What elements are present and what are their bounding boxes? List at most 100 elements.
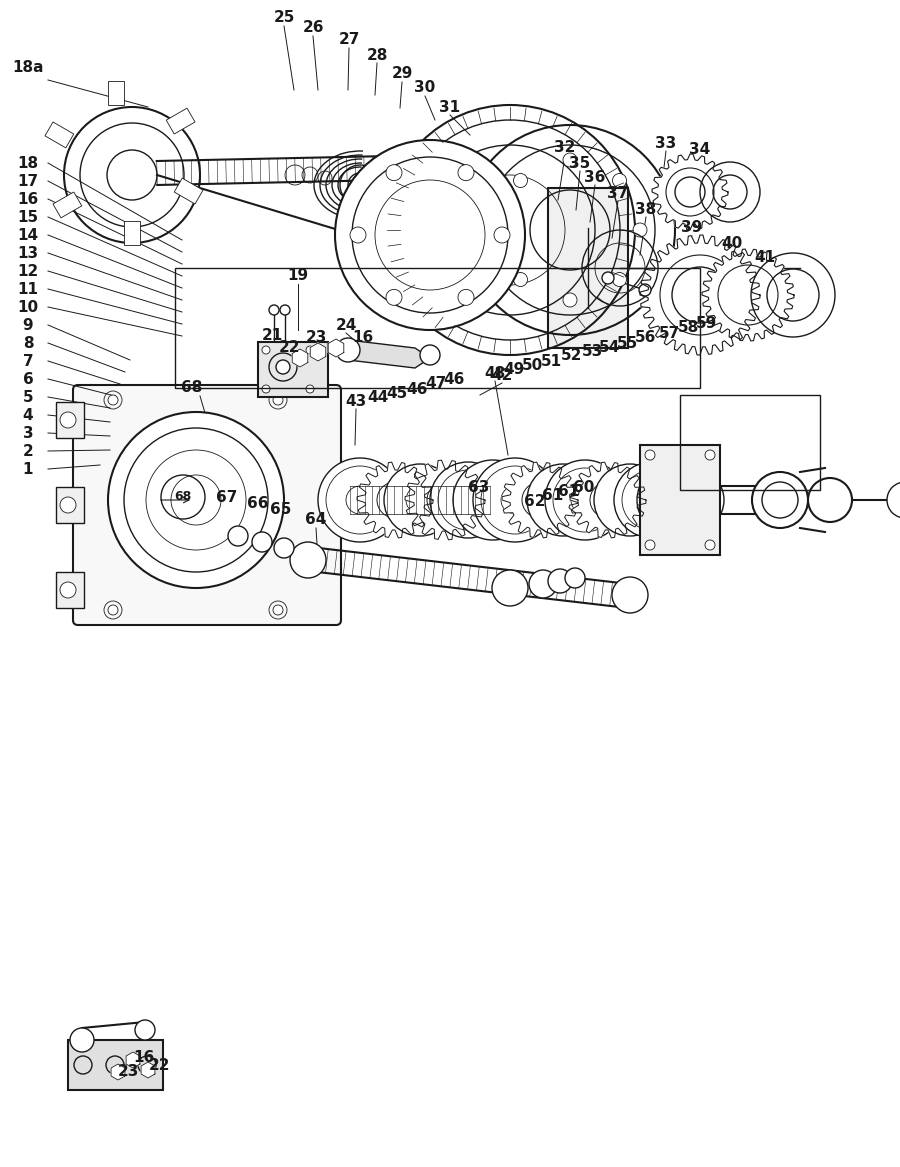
Text: 44: 44 [367,390,389,405]
Polygon shape [640,235,760,355]
Text: 36: 36 [584,169,606,184]
Circle shape [60,582,76,598]
Circle shape [458,165,474,181]
Text: 40: 40 [722,237,742,252]
Text: 19: 19 [287,268,309,284]
Text: 16: 16 [353,329,374,344]
Circle shape [430,462,506,538]
Circle shape [594,464,666,536]
Bar [68,1040,163,1090]
Bar [175,179,203,204]
Text: 22: 22 [278,340,300,355]
Polygon shape [405,460,485,540]
Circle shape [458,289,474,306]
Text: 24: 24 [336,317,356,333]
Circle shape [612,576,648,613]
Text: 61: 61 [558,483,580,498]
Bar [166,109,195,134]
FancyBboxPatch shape [73,385,341,626]
Circle shape [280,305,290,315]
Circle shape [273,605,283,615]
Bar [56,572,84,608]
Circle shape [306,385,314,393]
Circle shape [386,289,402,306]
Circle shape [645,540,655,550]
Text: 38: 38 [635,202,657,217]
Bar [108,81,124,105]
Bar [56,487,84,523]
Text: 61: 61 [543,488,563,503]
Bar [56,401,84,438]
Text: 57: 57 [659,326,680,341]
Circle shape [384,464,456,536]
Circle shape [306,345,314,354]
Text: 47: 47 [426,377,446,391]
Circle shape [335,140,525,330]
Circle shape [660,468,724,532]
Circle shape [545,460,625,540]
Polygon shape [348,340,430,368]
Text: 58: 58 [678,321,698,335]
Circle shape [613,273,626,286]
Text: 18: 18 [17,155,39,170]
Text: 23: 23 [305,329,327,344]
Circle shape [252,532,272,552]
Circle shape [494,228,510,243]
Text: 5: 5 [22,390,33,405]
Text: 52: 52 [562,349,582,363]
Polygon shape [141,1062,155,1078]
Polygon shape [502,462,578,538]
Text: 66: 66 [248,496,269,511]
Text: 33: 33 [655,135,677,151]
Circle shape [135,1020,155,1040]
Text: 21: 21 [261,328,283,342]
Circle shape [276,359,290,373]
Text: 31: 31 [439,99,461,114]
Polygon shape [292,349,308,366]
Circle shape [752,471,808,527]
Text: 14: 14 [17,228,39,243]
Polygon shape [111,1064,125,1079]
Polygon shape [328,338,344,357]
Circle shape [352,158,508,313]
Text: 46: 46 [444,372,464,387]
Text: 26: 26 [302,21,324,35]
Circle shape [887,482,900,518]
Circle shape [613,174,626,188]
Text: 49: 49 [503,362,525,377]
Bar [45,123,74,148]
Circle shape [386,165,402,181]
Polygon shape [357,462,433,538]
Text: 45: 45 [386,385,408,400]
Circle shape [290,541,326,578]
Text: 6: 6 [22,371,33,386]
Text: 15: 15 [17,210,39,224]
Bar [53,193,82,218]
Circle shape [563,153,577,167]
Text: 63: 63 [468,480,490,495]
Text: 25: 25 [274,11,294,26]
Text: 55: 55 [616,335,637,350]
Circle shape [60,412,76,428]
Circle shape [492,569,528,606]
Circle shape [563,293,577,307]
Text: 42: 42 [491,368,513,383]
Text: 32: 32 [554,140,576,155]
Bar [258,342,328,397]
Text: 16: 16 [17,191,39,207]
Text: 68: 68 [175,490,192,503]
Circle shape [493,223,507,237]
Text: 35: 35 [570,155,590,170]
Text: 51: 51 [540,354,562,369]
Text: 30: 30 [414,81,436,96]
Circle shape [228,526,248,546]
Circle shape [705,450,715,460]
Text: 1: 1 [22,461,33,476]
Text: 23: 23 [117,1064,139,1079]
Text: 54: 54 [598,341,619,356]
Bar [124,221,140,245]
Text: 13: 13 [17,245,39,260]
Circle shape [70,1028,94,1051]
Text: 37: 37 [608,186,628,201]
Text: 64: 64 [305,512,327,527]
